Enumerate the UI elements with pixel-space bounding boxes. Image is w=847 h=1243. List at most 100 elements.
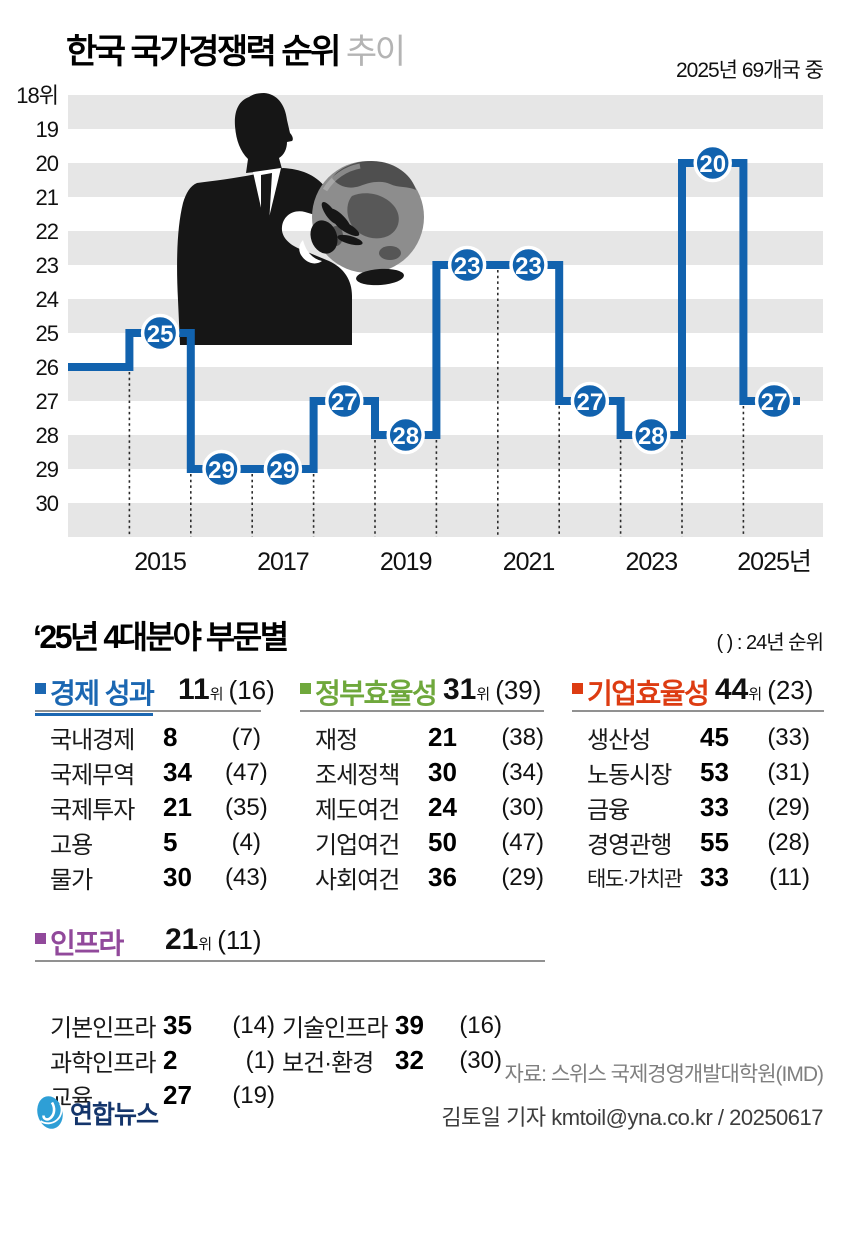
- group-header: 경제 성과 11위 (16): [35, 672, 275, 716]
- group-rank: 31위 (39): [443, 673, 542, 706]
- data-point: [570, 381, 610, 421]
- data-point-label: 27: [577, 389, 604, 416]
- page-title: 한국 국가경쟁력 순위 추이: [66, 24, 406, 73]
- data-point-label: 29: [208, 457, 235, 484]
- data-point: [447, 245, 487, 285]
- table-row: 물가 30 (43): [50, 862, 268, 894]
- table-row: 기술인프라 39 (16): [282, 1010, 502, 1042]
- chart-series: 25 29 29 27 28 23 23 27 28 20 27: [68, 143, 800, 537]
- data-point: [754, 381, 794, 421]
- legend-note: ( ) : 24년 순위: [716, 632, 824, 654]
- bullet-square-icon: [35, 683, 46, 694]
- source-credit: 자료: 스위스 국제경영개발대학원(IMD): [504, 1063, 824, 1086]
- group-infrastructure: 인프라 21위 (11) 기본인프라 35 (14) 과학인프라 2 (1) 교육 27 (1…: [35, 922, 545, 1112]
- group-rank: 21위 (11): [165, 923, 262, 956]
- table-row: 사회여건 36 (29): [315, 862, 544, 894]
- group-name: 경제 성과: [50, 678, 155, 709]
- table-row: 재정 21 (38): [315, 722, 544, 754]
- svg-text:18위: 18위: [16, 83, 58, 108]
- svg-text:20: 20: [36, 151, 59, 176]
- group-name: 인프라: [50, 928, 124, 959]
- data-point: [509, 245, 548, 285]
- table-row: 생산성 45 (33): [587, 722, 810, 754]
- data-point: [386, 415, 425, 455]
- svg-text:28: 28: [36, 423, 59, 448]
- data-point: [202, 449, 241, 489]
- page-title-sub: 추이: [345, 33, 406, 71]
- yonhap-globe-icon: [37, 1096, 63, 1129]
- group-rank: 44위 (23): [715, 673, 814, 706]
- table-row: 과학인프라 2 (1): [50, 1045, 275, 1077]
- businessman-globe-illustration: [177, 93, 429, 345]
- data-point-label: 28: [638, 423, 665, 450]
- yonhap-logo: 연합뉴스: [36, 1094, 159, 1131]
- svg-text:29: 29: [36, 457, 59, 482]
- table-row: 보건·환경 32 (30): [282, 1045, 502, 1077]
- group-name: 정부효율성: [315, 678, 438, 709]
- svg-text:2025년: 2025년: [737, 548, 811, 576]
- data-point-label: 27: [331, 389, 358, 416]
- data-point-label: 25: [147, 321, 174, 348]
- svg-text:21: 21: [36, 185, 59, 210]
- svg-text:24: 24: [36, 287, 59, 312]
- table-row: 경영관행 55 (28): [587, 827, 810, 859]
- chart-note: 2025년 69개국 중: [675, 59, 824, 82]
- table-row: 태도·가치관 33 (11): [587, 862, 810, 892]
- data-point: [632, 415, 671, 455]
- table-row: 국제무역 34 (47): [50, 757, 268, 789]
- table-row: 고용 5 (4): [50, 827, 261, 859]
- section-title: ‘25년 4대분야 부문별: [33, 619, 289, 655]
- svg-text:2015: 2015: [134, 548, 186, 576]
- table-row: 기본인프라 35 (14): [50, 1010, 275, 1042]
- svg-text:23: 23: [36, 253, 59, 278]
- data-point-label: 29: [270, 457, 297, 484]
- globe-icon: [312, 160, 429, 281]
- svg-text:2021: 2021: [503, 548, 555, 576]
- divider: [35, 960, 545, 962]
- svg-text:2017: 2017: [257, 548, 309, 576]
- data-point-label: 27: [761, 389, 788, 416]
- svg-text:25: 25: [36, 321, 59, 346]
- group-economic-performance: 경제 성과 11위 (16) 국내경제 8 (7) 국제무역 34 (47) 국제투자 21…: [35, 672, 275, 894]
- svg-text:30: 30: [36, 491, 59, 516]
- divider: [35, 710, 261, 712]
- divider: [572, 710, 824, 712]
- page-title-main: 한국 국가경쟁력 순위: [66, 33, 341, 71]
- divider: [300, 710, 544, 712]
- data-point: [325, 381, 364, 421]
- svg-text:27: 27: [36, 389, 59, 414]
- table-row: 기업여건 50 (47): [315, 827, 544, 859]
- table-row: 조세정책 30 (34): [315, 757, 544, 789]
- yonhap-logo-text: 연합뉴스: [70, 1100, 159, 1129]
- svg-text:2023: 2023: [625, 548, 677, 576]
- table-row: 노동시장 53 (31): [587, 757, 810, 789]
- data-point: [693, 143, 732, 183]
- table-row: 금융 33 (29): [587, 792, 810, 824]
- bullet-square-icon: [300, 683, 311, 694]
- svg-text:19: 19: [36, 117, 59, 142]
- table-row: 국제투자 21 (35): [50, 792, 268, 824]
- data-point-label: 23: [454, 253, 481, 280]
- group-header: 기업효율성 44위 (23): [572, 672, 824, 710]
- group-header: 인프라 21위 (11): [35, 922, 545, 960]
- table-row: 제도여건 24 (30): [315, 792, 544, 824]
- bullet-square-icon: [35, 933, 46, 944]
- reporter-credit: 김토일 기자 kmtoil@yna.co.kr / 20250617: [441, 1105, 823, 1130]
- data-point: [140, 313, 180, 353]
- group-name: 기업효율성: [587, 678, 710, 709]
- svg-text:26: 26: [36, 355, 59, 380]
- group-header: 정부효율성 31위 (39): [300, 672, 544, 710]
- group-business-efficiency: 기업효율성 44위 (23) 생산성 45 (33) 노동시장 53 (31) 금융 33(…: [572, 672, 824, 892]
- data-point-label: 28: [392, 423, 419, 450]
- data-point-label: 20: [699, 151, 726, 178]
- data-point-label: 23: [515, 253, 542, 280]
- svg-text:22: 22: [36, 219, 59, 244]
- bullet-square-icon: [572, 683, 583, 694]
- group-rank: 11위 (16): [178, 673, 275, 706]
- svg-text:2019: 2019: [380, 548, 432, 576]
- data-point: [263, 449, 303, 489]
- table-row: 국내경제 8 (7): [50, 722, 261, 754]
- group-government-efficiency: 정부효율성 31위 (39) 재정 21 (38) 조세정책 30 (34) 제도여건 24…: [300, 672, 544, 894]
